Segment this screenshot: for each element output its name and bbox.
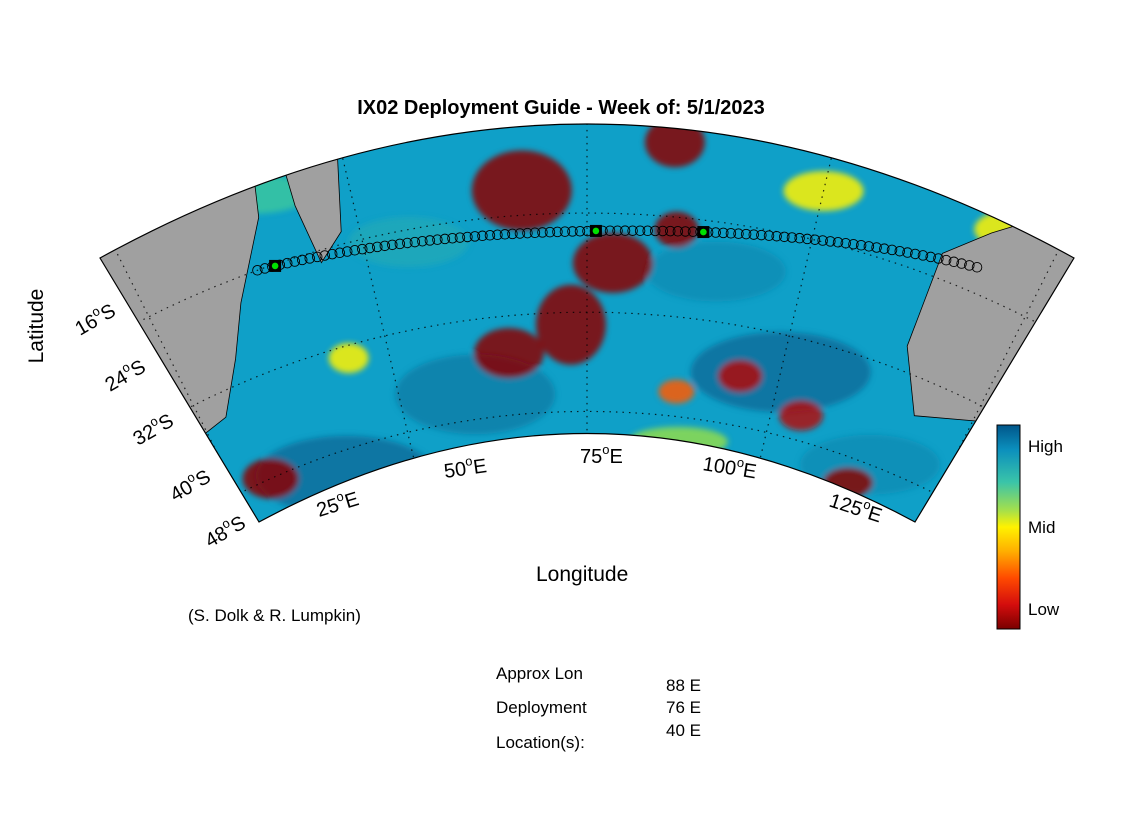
map-title: IX02 Deployment Guide - Week of: 5/1/202… — [357, 97, 765, 119]
colorbar-label-low: Low — [1028, 600, 1060, 619]
x-axis-label: Longitude — [536, 563, 629, 586]
lon-tick-label: 100oE — [701, 449, 758, 483]
lon-tick-label: 50oE — [442, 451, 488, 483]
colorbar — [996, 424, 1021, 630]
lat-tick-label: 24oS — [100, 352, 150, 396]
deployment-value-1: 88 E — [666, 676, 701, 695]
deployment-marker — [589, 224, 602, 237]
colorbar-label-high: High — [1028, 437, 1063, 456]
deployment-label-line-1: Approx Lon — [496, 664, 583, 683]
lat-tick-label: 40oS — [165, 462, 215, 506]
deployment-label-line-3: Location(s): — [496, 733, 585, 752]
deployment-label-line-2: Deployment — [496, 698, 587, 717]
deployment-value-3: 40 E — [666, 721, 701, 740]
ix02-track-line — [252, 225, 983, 276]
map-graticule — [100, 124, 1074, 522]
deployment-value-2: 76 E — [666, 698, 701, 717]
colorbar-label-mid: Mid — [1028, 518, 1056, 537]
y-axis-label: Latitude — [25, 288, 48, 364]
map-frame — [99, 123, 1075, 523]
lon-tick-label: 75oE — [580, 442, 623, 468]
lat-tick-label: 32oS — [128, 406, 178, 450]
lat-tick-label: 48oS — [200, 508, 250, 552]
deployment-marker — [697, 226, 710, 239]
lat-tick-label: 16oS — [70, 296, 120, 340]
deployment-markers — [269, 224, 710, 272]
deployment-marker — [269, 259, 282, 272]
credit-text: (S. Dolk & R. Lumpkin) — [188, 606, 361, 625]
